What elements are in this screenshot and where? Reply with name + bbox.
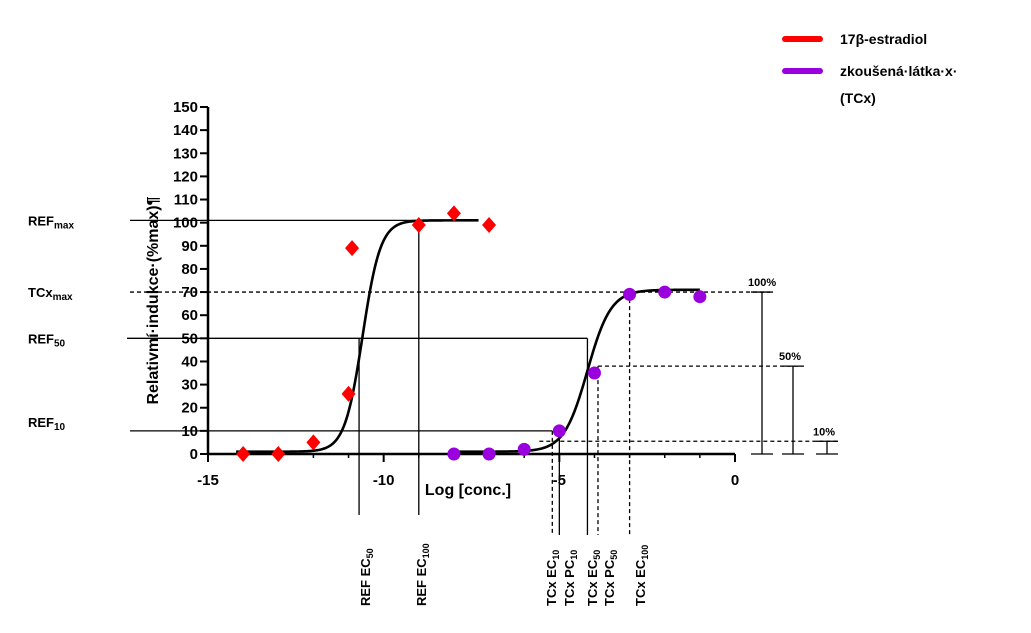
bottom-label-sub: 10 — [551, 550, 561, 560]
fit-curves-layer — [236, 219, 700, 453]
tcx-point — [447, 447, 461, 461]
tcx-point — [552, 424, 566, 438]
side-label: REF50 — [28, 331, 66, 349]
tcx-point — [482, 447, 496, 461]
side-label-sub: max — [54, 220, 74, 231]
estradiol-point — [482, 216, 497, 233]
data-points-layer — [236, 205, 707, 462]
tcx-point — [587, 366, 601, 380]
estradiol-point — [446, 205, 461, 222]
axes-layer: 0 10 20 30 40 50 60 70 80 90 100 110 120 130 140 150 -15… — [145, 99, 739, 499]
bottom-label-sub: 50 — [592, 550, 602, 560]
bottom-label-main: REF EC — [414, 558, 429, 606]
bottom-label-ref-ec100: REF EC100 — [414, 543, 431, 606]
bottom-label-sub: 10 — [569, 550, 579, 560]
bottom-label-sub: 100 — [421, 543, 431, 558]
y-tick-label: 110 — [174, 192, 198, 209]
y-tick-label: 70 — [181, 284, 198, 301]
bottom-label-sub: 100 — [640, 545, 650, 560]
bottom-label-tcx-ec50: TCx EC50 — [585, 550, 602, 606]
side-label: REFmax — [28, 213, 74, 231]
x-axis-title: Log [conc.] — [425, 482, 511, 499]
estradiol-point — [271, 446, 286, 462]
side-label-main: REF — [28, 331, 54, 346]
percent-label: 10% — [813, 426, 835, 438]
fit-curve-estradiol — [236, 219, 479, 453]
y-tick-label: 150 — [173, 99, 198, 116]
y-tick-label: 120 — [173, 168, 198, 185]
tcx-point — [623, 287, 637, 301]
legend-label-tcx-line2: (TCx) — [840, 90, 876, 106]
y-tick-label: 60 — [181, 307, 198, 324]
bottom-label-sub: 50 — [609, 550, 619, 560]
bottom-label-main: TCx EC — [544, 559, 559, 606]
y-tick-label: 30 — [181, 377, 198, 394]
y-tick-label: 20 — [181, 400, 198, 417]
fit-curve-tcx — [453, 288, 700, 453]
bottom-label-main: TCx PC — [562, 559, 577, 606]
bottom-label-main: TCx EC — [585, 559, 600, 606]
percent-label: 50% — [779, 351, 801, 363]
percent-label: 100% — [748, 277, 776, 289]
y-tick-label: 90 — [181, 238, 198, 255]
x-tick-label: -5 — [553, 472, 566, 489]
y-tick-label: 40 — [181, 353, 198, 370]
y-tick-label: 100 — [173, 215, 198, 232]
bottom-label-tcx-ec100: TCx EC100 — [633, 545, 650, 606]
tcx-point — [517, 442, 531, 456]
bottom-label-tcx-pc50: TCx PC50 — [602, 550, 619, 606]
x-tick-label: -10 — [373, 472, 395, 489]
bottom-label-ref-ec50: REF EC50 — [358, 548, 375, 606]
bottom-label-sub: 50 — [365, 548, 375, 558]
estradiol-point — [345, 240, 360, 257]
tcx-point — [658, 285, 672, 299]
y-tick-label: 140 — [173, 122, 198, 139]
estradiol-point — [306, 434, 321, 451]
legend-label-tcx: zkoušená·látka·x· — [840, 63, 957, 79]
side-label: REF10 — [28, 415, 66, 433]
bottom-label-tcx-ec10: TCx EC10 — [544, 550, 561, 606]
bottom-label-tcx-pc10: TCx PC10 — [562, 550, 579, 606]
y-tick-label: 10 — [181, 423, 198, 440]
y-tick-label: 130 — [173, 145, 198, 162]
side-label-sub: 50 — [54, 338, 66, 349]
bottom-label-main: REF EC — [358, 558, 373, 606]
estradiol-point — [236, 446, 251, 462]
x-tick-label: 0 — [731, 472, 739, 489]
side-label-sub: 10 — [54, 422, 66, 433]
x-tick-label: -15 — [197, 472, 219, 489]
bottom-label-main: TCx PC — [602, 559, 617, 606]
side-label-main: REF — [28, 213, 54, 228]
y-tick-label: 50 — [181, 330, 198, 347]
y-axis-title: Relativmí·indukce·(%max)¶ — [145, 196, 162, 404]
tcx-point — [693, 290, 707, 304]
estradiol-point — [341, 385, 356, 402]
legend-label-estradiol: 17β-estradiol — [840, 31, 927, 47]
side-label-sub: max — [53, 292, 73, 303]
legend: 17β-estradiol zkoušená·látka·x· (TCx) — [782, 31, 957, 106]
bottom-label-main: TCx EC — [633, 559, 648, 606]
side-label: TCxmax — [28, 285, 73, 303]
side-label-main: REF — [28, 415, 54, 430]
y-tick-label: 0 — [190, 446, 198, 463]
estradiol-point — [411, 216, 426, 233]
side-label-main: TCx — [28, 285, 53, 300]
y-tick-label: 80 — [181, 261, 198, 278]
